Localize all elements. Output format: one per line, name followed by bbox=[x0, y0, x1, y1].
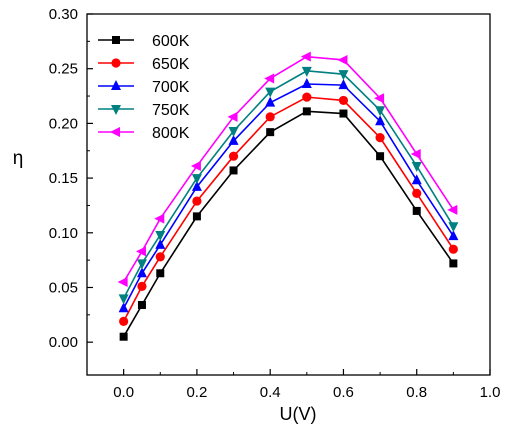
data-point-800K-8 bbox=[374, 93, 385, 104]
y-tick-label-2: 0.10 bbox=[49, 225, 78, 242]
y-tick-label-1: 0.05 bbox=[49, 279, 78, 296]
data-point-650K-8 bbox=[375, 133, 385, 143]
data-point-650K-9 bbox=[412, 188, 422, 199]
y-tick-label-5: 0.25 bbox=[49, 61, 78, 78]
legend-marker-600K bbox=[112, 36, 120, 44]
data-point-800K-0 bbox=[117, 277, 128, 288]
data-point-800K-1 bbox=[135, 246, 146, 257]
data-point-650K-0 bbox=[119, 316, 129, 326]
legend-label-750K: 750K bbox=[152, 102, 190, 119]
x-tick-label-0: 0.0 bbox=[113, 384, 134, 401]
data-point-600K-4 bbox=[229, 166, 238, 175]
data-point-600K-0 bbox=[119, 332, 128, 341]
data-point-600K-1 bbox=[137, 300, 146, 309]
legend-marker-800K bbox=[110, 127, 120, 137]
y-axis-label: η bbox=[13, 148, 24, 169]
data-point-750K-3 bbox=[191, 174, 202, 185]
data-point-800K-3 bbox=[190, 161, 201, 172]
data-point-750K-5 bbox=[265, 87, 276, 98]
data-point-750K-1 bbox=[136, 259, 147, 270]
legend-label-800K: 800K bbox=[152, 125, 190, 142]
x-tick-label-2: 0.4 bbox=[260, 384, 281, 401]
series-layer bbox=[117, 51, 459, 341]
series-750K bbox=[118, 66, 459, 305]
data-point-750K-8 bbox=[375, 106, 386, 117]
data-point-700K-9 bbox=[411, 174, 422, 185]
data-point-700K-2 bbox=[155, 238, 166, 249]
data-point-750K-6 bbox=[301, 66, 312, 77]
data-point-750K-0 bbox=[118, 294, 129, 305]
data-point-650K-3 bbox=[192, 196, 202, 206]
legend-marker-750K bbox=[111, 105, 121, 115]
data-point-700K-10 bbox=[448, 230, 459, 241]
data-point-800K-4 bbox=[227, 111, 238, 122]
data-point-750K-2 bbox=[155, 230, 166, 241]
plot-frame bbox=[86, 13, 491, 376]
data-point-600K-2 bbox=[156, 269, 165, 278]
data-point-600K-10 bbox=[449, 259, 458, 268]
data-point-700K-6 bbox=[301, 78, 312, 89]
legend-marker-650K bbox=[111, 58, 121, 68]
legend-item-750K: 750K bbox=[98, 102, 190, 119]
data-point-750K-7 bbox=[338, 70, 349, 81]
data-point-700K-8 bbox=[375, 115, 386, 126]
data-point-800K-10 bbox=[447, 204, 458, 215]
y-tick-label-4: 0.20 bbox=[49, 115, 78, 132]
x-tick-label-5: 1.0 bbox=[480, 384, 501, 401]
data-point-750K-10 bbox=[448, 222, 459, 233]
data-point-650K-5 bbox=[265, 112, 275, 122]
data-point-750K-9 bbox=[411, 162, 422, 173]
data-point-600K-9 bbox=[412, 206, 421, 215]
legend-item-650K: 650K bbox=[98, 56, 190, 73]
data-point-700K-0 bbox=[118, 302, 129, 313]
data-point-650K-1 bbox=[137, 281, 147, 291]
legend: 600K 650K 700K 750K 800K bbox=[98, 33, 190, 142]
series-600K bbox=[119, 107, 458, 341]
legend-marker-700K bbox=[111, 80, 121, 90]
data-point-700K-4 bbox=[228, 134, 239, 145]
legend-label-650K: 650K bbox=[152, 56, 190, 73]
data-point-800K-5 bbox=[264, 73, 275, 84]
data-point-700K-5 bbox=[265, 96, 276, 107]
x-axis-label: U(V) bbox=[280, 404, 317, 424]
data-point-650K-6 bbox=[302, 92, 312, 102]
data-point-750K-4 bbox=[228, 127, 239, 138]
series-700K bbox=[118, 78, 459, 313]
data-point-600K-8 bbox=[376, 152, 385, 161]
data-point-600K-6 bbox=[302, 107, 311, 116]
data-point-650K-2 bbox=[155, 252, 165, 262]
axes-layer: 0.0 0.2 0.4 0.6 0.8 1.0 0.00 0.05 0.10 0.15 0.20 0.… bbox=[49, 6, 501, 401]
data-point-800K-2 bbox=[154, 213, 165, 224]
data-point-600K-3 bbox=[192, 212, 201, 221]
legend-item-600K: 600K bbox=[98, 33, 190, 50]
data-point-700K-1 bbox=[136, 267, 147, 278]
data-point-600K-5 bbox=[266, 128, 275, 137]
series-650K bbox=[119, 92, 458, 326]
data-point-800K-6 bbox=[300, 51, 311, 62]
legend-item-700K: 700K bbox=[98, 79, 190, 96]
data-point-650K-4 bbox=[228, 151, 239, 161]
data-point-800K-7 bbox=[337, 54, 348, 65]
data-point-700K-3 bbox=[191, 180, 202, 191]
data-point-650K-10 bbox=[448, 244, 458, 254]
legend-label-600K: 600K bbox=[152, 33, 190, 50]
data-point-600K-7 bbox=[339, 109, 348, 118]
legend-item-800K: 800K bbox=[98, 125, 190, 142]
data-point-800K-9 bbox=[410, 149, 421, 160]
series-800K bbox=[117, 51, 458, 288]
x-tick-label-4: 0.8 bbox=[406, 384, 427, 401]
data-point-650K-7 bbox=[338, 95, 349, 106]
y-tick-label-6: 0.30 bbox=[49, 6, 78, 23]
x-tick-label-3: 0.6 bbox=[333, 384, 354, 401]
x-tick-label-1: 0.2 bbox=[186, 384, 207, 401]
y-tick-label-3: 0.15 bbox=[49, 170, 78, 187]
y-tick-label-0: 0.00 bbox=[49, 334, 78, 351]
data-point-700K-7 bbox=[338, 79, 349, 90]
legend-label-700K: 700K bbox=[152, 79, 190, 96]
